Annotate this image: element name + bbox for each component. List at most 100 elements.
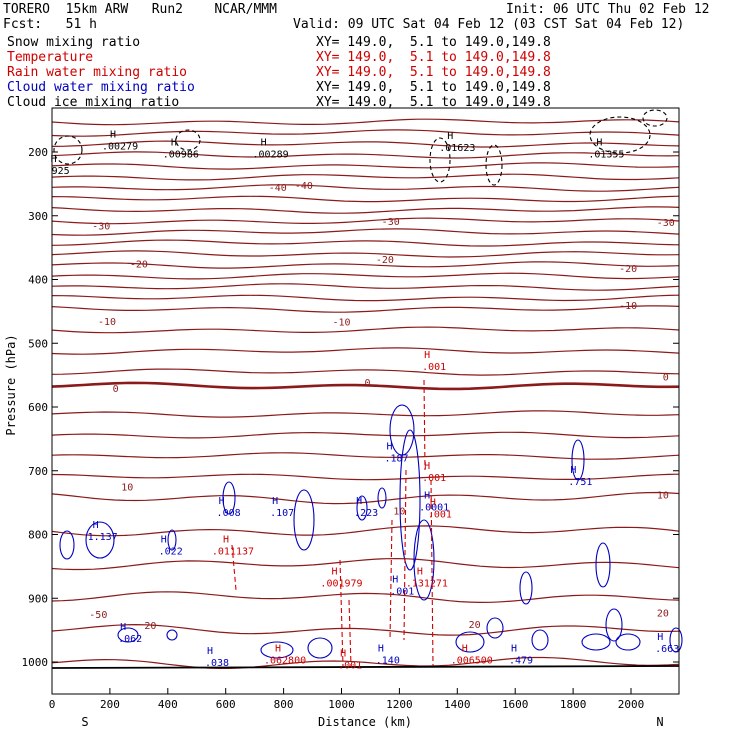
isotherm-label: -40 xyxy=(269,183,287,194)
isotherm-line xyxy=(51,272,680,280)
mixing-ratio-contour xyxy=(595,542,611,588)
maximum-value-label: .140 xyxy=(376,655,400,666)
isotherm-label: 0 xyxy=(663,372,669,383)
rain-contour xyxy=(339,559,344,667)
mixing-ratio-contour xyxy=(175,129,201,151)
maximum-marker: H xyxy=(223,534,229,545)
isotherm-label: -10 xyxy=(619,301,637,312)
maximum-value-label: .01623 xyxy=(439,143,475,154)
isotherm-label: 0 xyxy=(365,378,371,389)
maximum-value-label: .006500 xyxy=(451,655,493,666)
isotherm-label: 10 xyxy=(393,506,405,517)
isotherm-line xyxy=(51,173,680,181)
axes-layer: 0 200 400 600 800 1000 1200 1400 1600 1800 2000200… xyxy=(22,146,679,711)
rain-contour xyxy=(348,599,352,667)
isotherm-label: 20 xyxy=(144,621,156,632)
maximum-value-label: .011137 xyxy=(212,546,254,557)
maximum-value-label: .223 xyxy=(354,508,378,519)
legend-snow-range: XY= 149.0, 5.1 to 149.0,149.8 xyxy=(316,35,551,50)
legend-cloudwater-label: Cloud water mixing ratio xyxy=(7,80,195,95)
legend-temperature-label: Temperature xyxy=(7,50,94,65)
rain-contour xyxy=(403,469,407,641)
maximum-value-label: .001 xyxy=(422,362,446,373)
maximum-marker: H xyxy=(447,131,453,142)
isotherm-line xyxy=(51,491,680,505)
isotherm-line xyxy=(51,591,680,604)
maximum-marker: H xyxy=(657,632,663,643)
maximum-value-label: .00279 xyxy=(102,142,138,153)
isotherm-label: -30 xyxy=(657,218,675,229)
isotherm-label: -50 xyxy=(89,610,107,621)
maximum-marker: H xyxy=(272,496,278,507)
isotherm-line xyxy=(51,118,680,126)
maximum-marker: H xyxy=(392,575,398,586)
x-tick-label: 1400 xyxy=(444,698,471,711)
isotherm-line xyxy=(51,452,680,460)
maximum-marker: H xyxy=(570,465,576,476)
maximum-marker: H xyxy=(120,622,126,633)
maximum-value-label: .663 xyxy=(655,644,679,655)
maximum-value-label: .038 xyxy=(205,658,229,669)
x-tick-label: 600 xyxy=(216,698,236,711)
maximum-marker: H xyxy=(511,643,517,654)
maximum-value-label: .751 xyxy=(568,477,592,488)
mixing-ratio-contour xyxy=(59,530,75,560)
y-tick-label: 300 xyxy=(28,210,48,223)
maximum-value-label: .107 xyxy=(270,508,294,519)
y-tick-label: 500 xyxy=(28,337,48,350)
isotherm-label: -40 xyxy=(295,181,313,192)
maximum-marker: H xyxy=(332,566,338,577)
maximum-marker: H xyxy=(110,130,116,141)
isotherm-line xyxy=(51,162,680,170)
mixing-ratio-contour xyxy=(615,633,641,651)
isotherm-line xyxy=(51,217,680,225)
isotherm-label: -20 xyxy=(376,255,394,266)
mixing-ratio-contour xyxy=(413,519,435,601)
y-tick-label: 400 xyxy=(28,274,48,287)
maximum-marker: H xyxy=(424,490,430,501)
isotherm-label: 0 xyxy=(113,384,119,395)
isotherm-line xyxy=(51,129,680,137)
maximum-marker: H xyxy=(171,137,177,148)
isotherm-line xyxy=(51,228,680,236)
maximum-value-label: 925 xyxy=(52,166,70,177)
isotherm-line xyxy=(51,294,680,302)
isotherm-line xyxy=(51,184,680,192)
maximum-marker: H xyxy=(261,137,267,148)
maximum-marker: H xyxy=(219,496,225,507)
maximum-value-label: .001 xyxy=(338,661,362,672)
isotherm-line xyxy=(51,368,680,376)
mixing-ratio-contour xyxy=(581,633,611,651)
isotherm-label: 10 xyxy=(657,490,669,501)
maximum-value-label: .022 xyxy=(159,546,183,557)
maximum-value-label: .062800 xyxy=(264,655,306,666)
label-layer: -50 -40 -40 -30 -30 -30 -20 -20 -20 -10 -10 -10 0 0 0 1… xyxy=(51,130,680,672)
mixing-ratio-contour xyxy=(53,135,83,165)
valid-time: Valid: 09 UTC Sat 04 Feb 12 (03 CST Sat … xyxy=(293,17,685,32)
isotherm-line xyxy=(51,261,680,269)
x-tick-label: 1600 xyxy=(502,698,529,711)
model-title: TORERO 15km ARW Run2 NCAR/MMM xyxy=(3,2,277,17)
legend-temperature-range: XY= 149.0, 5.1 to 149.0,149.8 xyxy=(316,50,551,65)
maximum-value-label: .001 xyxy=(422,473,446,484)
maximum-value-label: .001979 xyxy=(320,578,362,589)
legend-snow-label: Snow mixing ratio xyxy=(7,35,141,50)
y-tick-label: 1000 xyxy=(22,656,49,669)
legend-cloudice-label: Cloud ice mixing ratio xyxy=(7,95,180,110)
isotherm-line xyxy=(51,557,680,571)
legend-cloudwater-range: XY= 149.0, 5.1 to 149.0,149.8 xyxy=(316,80,551,95)
maximum-value-label: 1.137 xyxy=(88,532,118,543)
maximum-value-label: .01355 xyxy=(588,149,624,160)
maximum-value-label: .008 xyxy=(217,508,241,519)
x-tick-label: 1000 xyxy=(328,698,355,711)
mixing-ratio-contour xyxy=(399,429,421,571)
isotherm-label: -20 xyxy=(619,264,637,275)
maximum-marker: H xyxy=(430,497,436,508)
surface-line xyxy=(51,665,680,669)
maximum-marker: H xyxy=(596,137,602,148)
maximum-marker: H xyxy=(462,643,468,654)
isotherm-line xyxy=(51,140,680,148)
isotherm-label: 10 xyxy=(121,483,133,494)
maximum-marker: H xyxy=(51,154,57,165)
